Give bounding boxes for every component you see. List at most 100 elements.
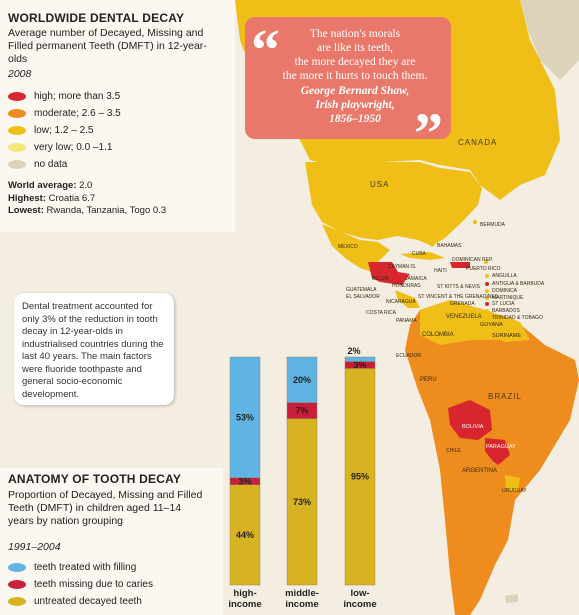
quote-text: The nation's morals are like its teeth, … xyxy=(282,28,428,125)
world-average: World average: 2.0 xyxy=(8,180,93,191)
label-bermuda: BERMUDA xyxy=(480,222,506,228)
label-cayman: CAYMAN IS. xyxy=(388,264,417,270)
bar-value-label: 7% xyxy=(295,406,308,416)
label-suriname: SURINAME xyxy=(492,333,522,339)
category-label: high- xyxy=(233,588,256,599)
label-dominica: DOMINICA xyxy=(492,288,517,294)
legend-untreated: untreated decayed teeth xyxy=(8,593,218,610)
label-cuba: CUBA xyxy=(412,251,426,257)
legend-filled: teeth treated with filling xyxy=(8,559,218,576)
greenland-shape xyxy=(520,0,579,80)
label-panama: PANAMA xyxy=(396,318,417,324)
category-label: middle- xyxy=(285,588,319,599)
legend-swatch xyxy=(8,159,26,169)
lowest: Lowest: Rwanda, Tanzania, Togo 0.3 xyxy=(8,205,167,216)
label-honduras: HONDURAS xyxy=(392,283,421,289)
anatomy-legend: teeth treated with filling teeth missing… xyxy=(8,559,218,610)
trinidad-dot xyxy=(485,316,489,320)
bar-value-label: 2% xyxy=(347,346,360,356)
category-label: income xyxy=(285,599,318,610)
label-puerto-rico: PUERTO RICO xyxy=(466,266,501,272)
argentina-shape xyxy=(446,440,508,615)
central-america-shape xyxy=(368,262,410,285)
uruguay-shape xyxy=(505,475,520,492)
label-peru: PERU xyxy=(420,377,437,383)
label-barbados: BARBADOS xyxy=(492,308,520,314)
st-lucia-dot xyxy=(485,302,489,306)
label-el-salvador: EL SALVADOR xyxy=(346,294,380,300)
guyanas-shape xyxy=(485,318,530,342)
bar-segment-high-income-0 xyxy=(229,484,261,586)
category-label: income xyxy=(228,599,261,610)
bermuda-dot xyxy=(472,219,478,225)
bar-segment-middle-income-0 xyxy=(286,418,318,586)
label-anguilla: ANGUILLA xyxy=(492,273,517,279)
legend-swatch xyxy=(8,108,26,118)
label-brazil: BRAZIL xyxy=(488,392,523,401)
category-label: income xyxy=(343,599,376,610)
usa-shape xyxy=(305,162,482,246)
legend-item-high: high; more than 3.5 xyxy=(8,88,208,104)
puerto-rico-dot xyxy=(484,260,488,264)
legend-swatch xyxy=(8,125,26,135)
legend-item-no-data: no data xyxy=(8,156,208,172)
category-label: low- xyxy=(351,588,370,599)
anatomy-title: ANATOMY OF TOOTH DECAY xyxy=(8,472,182,486)
hispaniola-shape xyxy=(450,262,470,268)
anguilla-dot xyxy=(485,274,489,278)
label-guyana: GUYANA xyxy=(480,322,503,328)
note-box: Dental treatment accounted for only 3% o… xyxy=(14,293,174,405)
bar-value-label: 3% xyxy=(238,476,251,486)
martinique-dot xyxy=(485,296,489,300)
map-year: 2008 xyxy=(8,68,32,80)
label-guatemala: GUATEMALA xyxy=(346,287,377,293)
peru-shape xyxy=(405,348,450,420)
label-paraguay: PARAGUAY xyxy=(486,444,516,450)
label-st-vincent: ST VINCENT & THE GRENADINES xyxy=(418,294,499,300)
highest: Highest: Croatia 6.7 xyxy=(8,192,96,204)
bar-segment-high-income-2 xyxy=(229,356,261,479)
label-uruguay: URUGUAY xyxy=(502,488,527,494)
label-dominican: DOMINICAN REP. xyxy=(452,257,494,263)
anatomy-years: 1991–2004 xyxy=(8,541,61,553)
bar-value-label: 20% xyxy=(293,375,311,385)
label-costa-rica: COSTA RICA xyxy=(366,310,396,316)
legend-swatch xyxy=(8,580,26,589)
open-quote-mark: “ xyxy=(251,17,280,82)
antigua-dot xyxy=(485,282,489,286)
label-mexico: MEXICO xyxy=(338,244,358,250)
bolivia-shape xyxy=(448,400,492,440)
map-subtitle: Average number of Decayed, Missing and F… xyxy=(8,27,207,65)
label-st-lucia: ST LUCIA xyxy=(492,301,515,307)
label-jamaica: JAMAICA xyxy=(405,276,427,282)
close-quote-mark: ” xyxy=(414,101,443,166)
bar-segment-low-income-0 xyxy=(344,368,376,586)
legend-swatch xyxy=(8,563,26,572)
map-legend: high; more than 3.5 moderate; 2.6 – 3.5 … xyxy=(8,88,208,172)
map-title: WORLDWIDE DENTAL DECAY xyxy=(8,11,185,25)
label-antigua: ANTIGUA & BARBUDA xyxy=(492,281,545,287)
falklands-shape xyxy=(505,594,518,603)
panama-shape xyxy=(395,290,420,308)
paraguay-shape xyxy=(485,438,510,465)
bar-value-label: 73% xyxy=(293,497,311,507)
legend-swatch xyxy=(8,142,26,152)
label-colombia: COLOMBIA xyxy=(422,332,454,338)
label-martinique: MARTINIQUE xyxy=(492,295,524,301)
quote-box: “ ” The nation's morals are like its tee… xyxy=(245,17,451,163)
bahamas-dot xyxy=(429,241,435,247)
label-usa: USA xyxy=(370,180,390,189)
anatomy-subtitle: Proportion of Decayed, Missing and Fille… xyxy=(8,489,203,527)
label-chile: CHILE xyxy=(446,448,461,454)
label-venezuela: VENEZUELA xyxy=(446,314,482,320)
dominica-dot xyxy=(485,289,489,293)
legend-item-moderate: moderate; 2.6 – 3.5 xyxy=(8,105,208,121)
mexico-shape xyxy=(322,224,390,272)
label-argentina: ARGENTINA xyxy=(462,468,498,474)
label-belize: BELIZE xyxy=(372,276,390,282)
label-canada: CANADA xyxy=(458,138,498,147)
legend-item-very-low: very low; 0.0 –1.1 xyxy=(8,139,208,155)
label-trinidad: TRINIDAD & TOBAGO xyxy=(492,315,543,321)
